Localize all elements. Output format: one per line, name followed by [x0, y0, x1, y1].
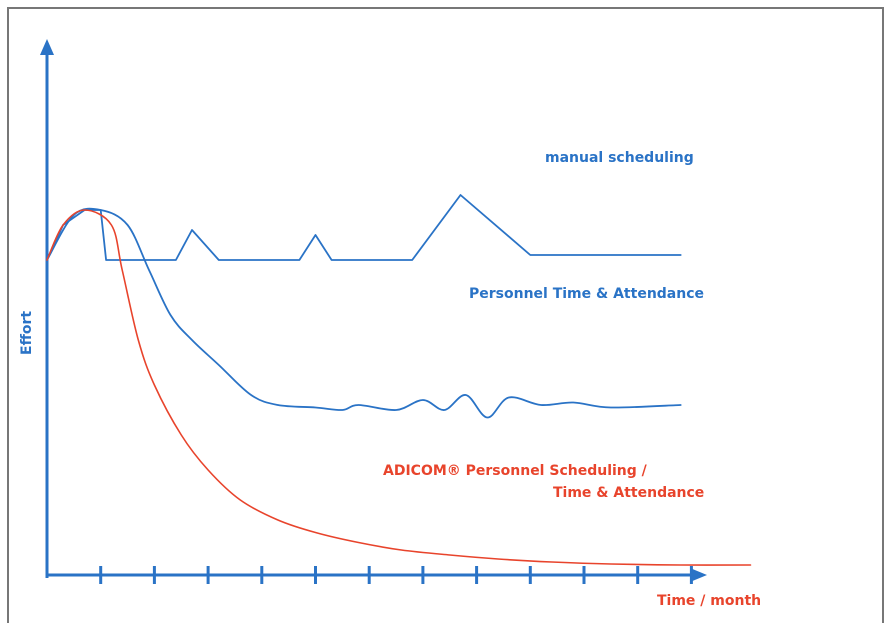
series-label-personnel-time-attendance: Personnel Time & Attendance	[469, 286, 704, 302]
series-label-adicom-line2: Time & Attendance	[553, 485, 704, 501]
axes-group	[40, 39, 707, 584]
x-axis-arrow	[690, 568, 707, 582]
series-line-personnel-time-attendance	[46, 207, 682, 419]
y-axis-arrow	[40, 39, 54, 55]
series-label-adicom-line1: ADICOM® Personnel Scheduling /	[383, 463, 648, 479]
series-line-adicom	[46, 209, 752, 566]
series-group	[46, 194, 752, 566]
series-line-manual-scheduling	[46, 194, 682, 261]
chart-frame	[7, 7, 884, 623]
series-label-manual-scheduling: manual scheduling	[545, 150, 694, 166]
y-axis-label: Effort	[19, 311, 35, 355]
x-axis-label: Time / month	[657, 593, 761, 609]
x-axis-ticks	[99, 566, 693, 584]
